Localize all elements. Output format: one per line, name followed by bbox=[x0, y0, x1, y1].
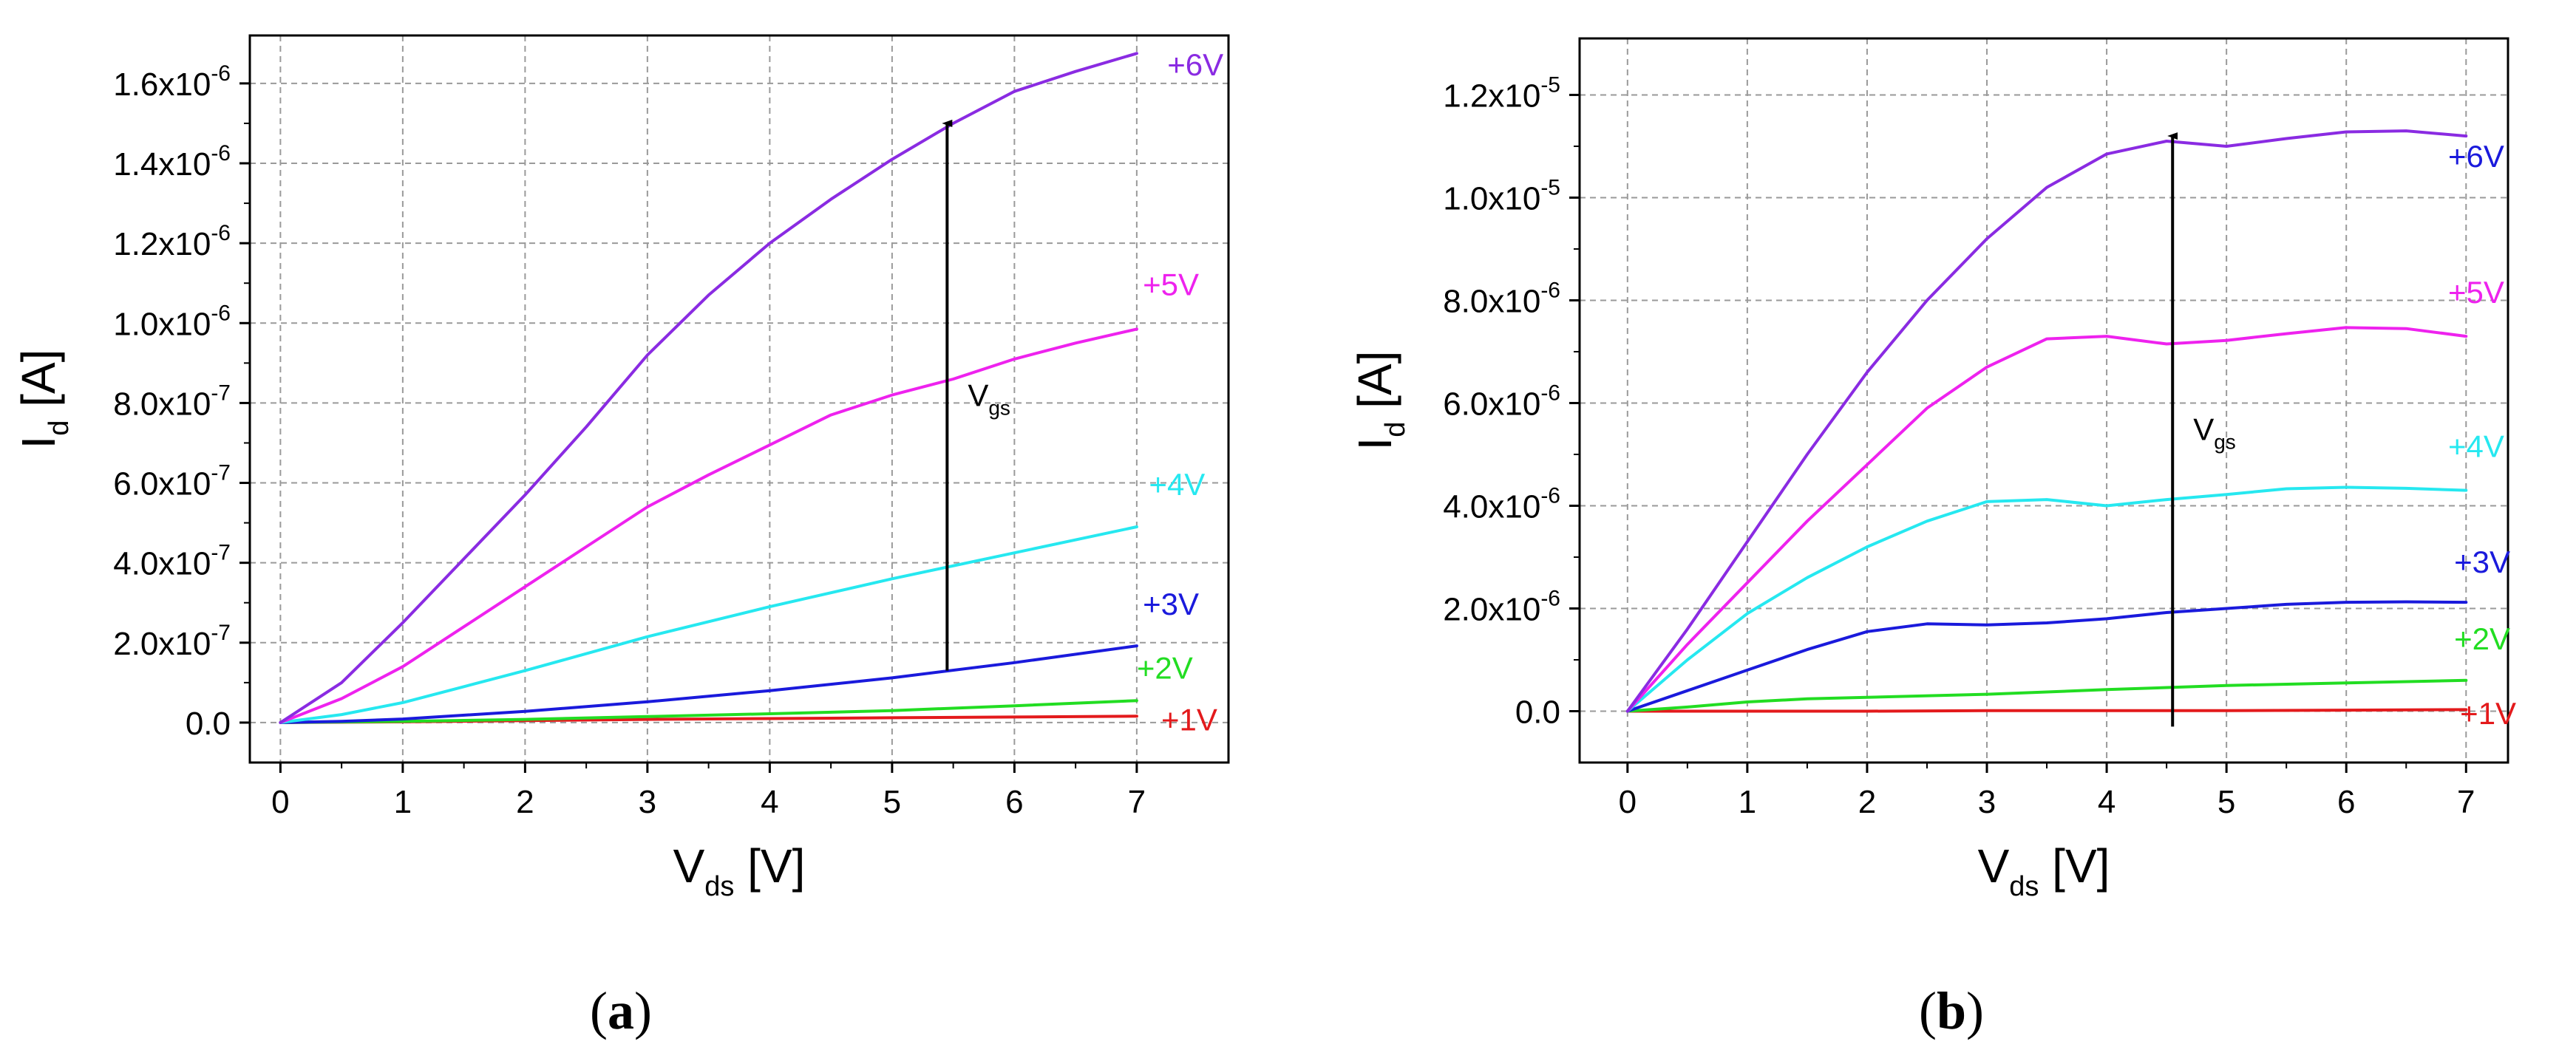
x-tick-label: 2 bbox=[516, 784, 534, 820]
series-label: +4V bbox=[1149, 467, 1205, 502]
figure-caption: (a) bbox=[590, 981, 652, 1040]
series-label: +6V bbox=[1167, 47, 1223, 82]
chart-a: 0 1 2 3 4 5 6 7 0.0 2.0x10-7 4.0x10-7 6.0x10-7 8.0x1… bbox=[12, 34, 1230, 1040]
x-axis-label: Vds [V] bbox=[673, 839, 806, 902]
y-tick-label: 2.0x10-7 bbox=[113, 621, 231, 662]
y-tick-label: 2.0x10-6 bbox=[1443, 586, 1560, 627]
series-label: +5V bbox=[1143, 267, 1199, 301]
x-tick-label: 7 bbox=[2457, 784, 2475, 820]
figure-caption: (b) bbox=[1919, 981, 1984, 1040]
series-label: +3V bbox=[1143, 587, 1199, 621]
x-tick-label: 5 bbox=[2218, 784, 2235, 820]
y-tick-label: 1.2x10-5 bbox=[1443, 72, 1560, 114]
x-tick-label: 6 bbox=[2337, 784, 2355, 820]
x-tick-label: 2 bbox=[1858, 784, 1876, 820]
series-line-plus-5v bbox=[279, 327, 1138, 724]
x-tick-label: 4 bbox=[2098, 784, 2115, 820]
y-tick-label: 0.0 bbox=[1515, 694, 1560, 730]
y-tick-label: 6.0x10-6 bbox=[1443, 381, 1560, 422]
y-tick-label: 1.4x10-6 bbox=[113, 141, 231, 183]
plot-frame bbox=[1578, 37, 2509, 764]
series-label: +2V bbox=[2454, 621, 2510, 656]
x-tick-label: 1 bbox=[394, 784, 412, 820]
chart-b: 0 1 2 3 4 5 6 7 0.0 2.0x10-6 4.0x10-6 6.0x10-6 8.0x1… bbox=[1348, 37, 2516, 1040]
series-label: +6V bbox=[2448, 139, 2504, 174]
x-tick-label: 3 bbox=[639, 784, 656, 820]
y-tick-label: 1.0x10-5 bbox=[1443, 175, 1560, 216]
y-tick-label: 1.6x10-6 bbox=[113, 61, 231, 103]
y-tick-label: 0.0 bbox=[186, 706, 231, 742]
series-line-plus-4v bbox=[279, 525, 1138, 724]
series-line-plus-3v bbox=[1625, 600, 2468, 713]
x-tick-label: 0 bbox=[1619, 784, 1637, 820]
y-axis-label: Id [A] bbox=[1348, 351, 1411, 451]
y-axis-label: Id [A] bbox=[12, 349, 75, 449]
x-tick-label: 0 bbox=[271, 784, 289, 820]
y-tick-label: 4.0x10-6 bbox=[1443, 483, 1560, 525]
vgs-arrow-label: Vgs bbox=[2193, 412, 2236, 454]
series-line-plus-4v bbox=[1625, 485, 2468, 713]
y-tick-label: 6.0x10-7 bbox=[113, 461, 231, 502]
series-line-plus-3v bbox=[279, 644, 1138, 724]
series-line-plus-6v bbox=[279, 52, 1138, 724]
series-line-plus-2v bbox=[279, 699, 1138, 724]
x-tick-label: 1 bbox=[1739, 784, 1756, 820]
series-label: +2V bbox=[1137, 650, 1193, 685]
x-tick-label: 3 bbox=[1978, 784, 1996, 820]
series-line-plus-1v bbox=[1625, 708, 2468, 713]
series-label: +1V bbox=[2460, 696, 2516, 731]
series-line-plus-2v bbox=[1625, 678, 2468, 713]
y-tick-label: 4.0x10-7 bbox=[113, 541, 231, 582]
x-tick-label: 7 bbox=[1128, 784, 1146, 820]
y-tick-label: 1.0x10-6 bbox=[113, 301, 231, 342]
series-label: +4V bbox=[2448, 429, 2504, 463]
y-tick-label: 8.0x10-6 bbox=[1443, 278, 1560, 319]
series-line-plus-5v bbox=[1625, 326, 2468, 713]
plot-frame bbox=[248, 34, 1230, 764]
series-line-plus-6v bbox=[1625, 129, 2468, 713]
series-label: +5V bbox=[2448, 275, 2504, 310]
series-label: +1V bbox=[1161, 703, 1217, 737]
x-tick-label: 4 bbox=[761, 784, 778, 820]
y-tick-label: 8.0x10-7 bbox=[113, 381, 231, 422]
x-tick-label: 6 bbox=[1005, 784, 1023, 820]
series-label: +3V bbox=[2454, 545, 2510, 579]
x-tick-label: 5 bbox=[883, 784, 901, 820]
x-axis-label: Vds [V] bbox=[1978, 839, 2110, 902]
vgs-arrow-label: Vgs bbox=[968, 378, 1010, 419]
y-tick-label: 1.2x10-6 bbox=[113, 221, 231, 262]
